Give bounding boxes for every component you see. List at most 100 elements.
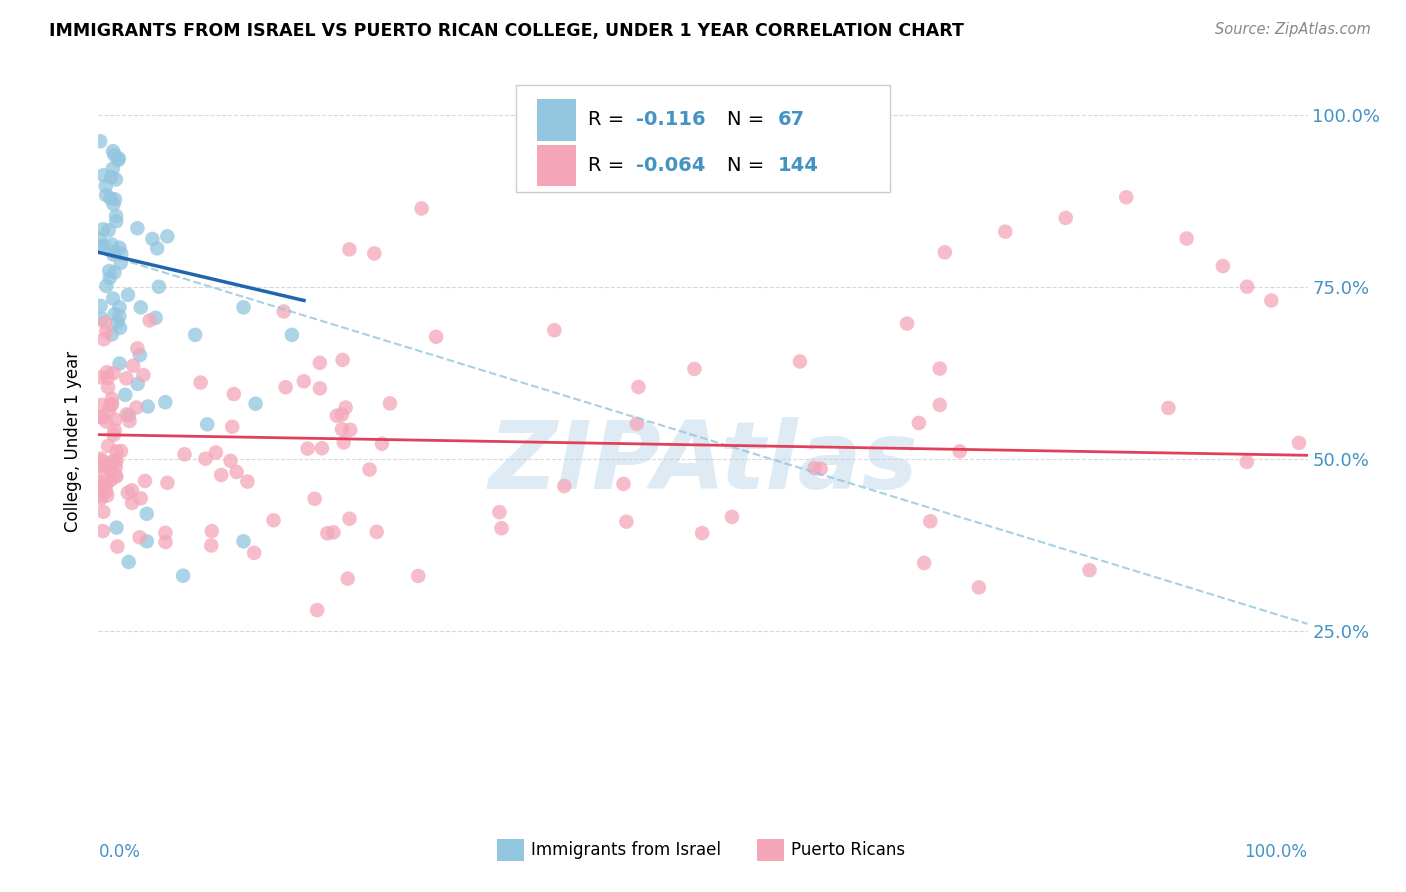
Point <box>245 397 267 411</box>
Point <box>96 365 118 379</box>
Point <box>104 453 127 467</box>
Text: R =: R = <box>588 156 631 175</box>
Point <box>127 342 149 356</box>
Point <box>94 188 117 202</box>
Point <box>912 556 935 570</box>
Point <box>127 376 149 391</box>
Point <box>98 271 121 285</box>
Point <box>90 370 112 384</box>
Point <box>96 478 118 492</box>
Point <box>129 301 152 315</box>
Point <box>1236 455 1258 469</box>
Point <box>330 408 353 422</box>
Point <box>103 423 125 437</box>
Point <box>107 540 129 554</box>
Text: 0.0%: 0.0% <box>98 843 141 861</box>
Point <box>96 279 118 293</box>
Point <box>110 246 132 260</box>
Point <box>105 469 128 483</box>
Point <box>222 387 245 401</box>
Point <box>104 461 127 475</box>
Text: 67: 67 <box>778 110 806 129</box>
Point <box>122 359 145 373</box>
Point <box>108 321 131 335</box>
Point <box>336 572 359 586</box>
Point <box>90 475 112 490</box>
Point <box>101 392 124 406</box>
Text: 100.0%: 100.0% <box>1244 843 1308 861</box>
Point <box>129 491 152 506</box>
Point <box>100 462 122 476</box>
Point <box>90 451 112 466</box>
Point <box>90 458 112 473</box>
Point <box>274 380 297 394</box>
Point <box>135 507 157 521</box>
Point <box>90 299 112 313</box>
Point <box>101 292 124 306</box>
Point <box>110 256 132 270</box>
Point <box>129 348 152 362</box>
Text: -0.064: -0.064 <box>637 156 706 175</box>
Point <box>281 327 304 342</box>
Point <box>908 416 931 430</box>
Point <box>1157 401 1180 415</box>
Point <box>967 580 990 594</box>
Point <box>543 323 565 337</box>
Point <box>627 380 650 394</box>
Point <box>173 447 195 461</box>
Point <box>104 245 127 260</box>
Point <box>896 317 918 331</box>
Point <box>90 480 112 494</box>
Point <box>107 152 129 166</box>
Point <box>93 169 115 183</box>
Point <box>146 241 169 255</box>
Point <box>104 468 127 483</box>
Point <box>101 397 124 411</box>
Point <box>225 465 247 479</box>
Point <box>101 247 124 261</box>
Point <box>89 134 111 148</box>
Point <box>108 301 131 315</box>
Point <box>105 444 128 458</box>
Point <box>311 442 333 456</box>
Point <box>115 408 138 422</box>
Point <box>292 374 315 388</box>
Text: Immigrants from Israel: Immigrants from Israel <box>531 841 721 859</box>
Point <box>928 361 950 376</box>
Point <box>309 381 332 395</box>
Point <box>141 232 163 246</box>
Bar <box>758 838 785 861</box>
Point <box>949 444 972 458</box>
Point <box>330 422 353 436</box>
Point <box>105 520 128 534</box>
Point <box>339 423 361 437</box>
Point <box>100 191 122 205</box>
Point <box>366 524 388 539</box>
Point <box>107 153 129 167</box>
Point <box>118 414 141 428</box>
Point <box>200 539 222 553</box>
Point <box>89 231 111 245</box>
Point <box>100 473 122 487</box>
Y-axis label: College, Under 1 year: College, Under 1 year <box>65 351 83 533</box>
Point <box>1236 279 1258 293</box>
Point <box>1260 293 1282 308</box>
Point <box>108 310 131 324</box>
Point <box>90 454 112 468</box>
Point <box>145 310 167 325</box>
Point <box>91 410 114 425</box>
Bar <box>537 145 576 186</box>
Point <box>108 357 131 371</box>
Point <box>425 330 447 344</box>
Point <box>810 462 832 476</box>
Point <box>97 459 120 474</box>
Point <box>155 525 177 540</box>
Point <box>626 417 648 431</box>
Point <box>488 505 510 519</box>
Point <box>337 243 360 257</box>
Point <box>308 356 330 370</box>
Point <box>232 534 254 549</box>
Point <box>104 413 127 427</box>
Point <box>97 380 120 394</box>
Point <box>304 491 326 506</box>
